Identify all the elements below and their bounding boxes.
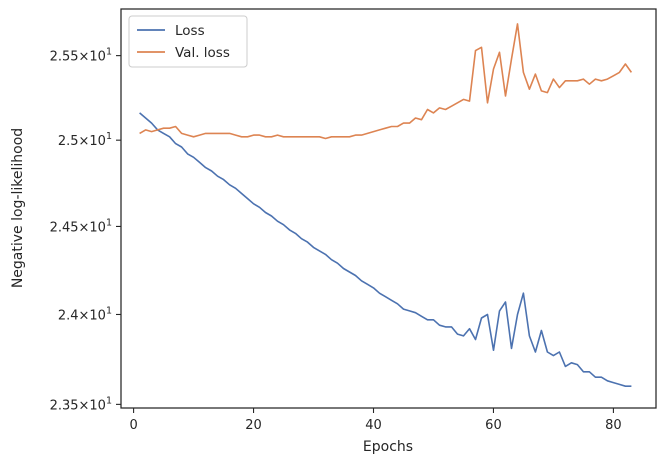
x-axis-label: Epochs <box>363 439 413 455</box>
legend-box <box>128 15 248 68</box>
legend-label-1: Val. loss <box>175 45 230 61</box>
y-axis: 2.35×101 2.4×101 2.45×101 2.5×101 2.55×101 <box>50 47 121 413</box>
legend-label-0: Loss <box>175 23 205 39</box>
x-tick-label: 40 <box>365 418 382 433</box>
series-layer <box>139 23 633 388</box>
x-tick-label: 80 <box>605 418 622 433</box>
y-tick-label: 2.4×101 <box>58 305 112 323</box>
plot-frame <box>120 8 657 409</box>
y-tick-label: 2.35×101 <box>50 395 112 413</box>
y-tick-label: 2.55×101 <box>50 47 112 65</box>
x-tick-label: 0 <box>129 418 137 433</box>
y-tick-label: 2.5×101 <box>58 131 112 149</box>
series-line-1 <box>139 23 633 140</box>
x-tick-label: 60 <box>485 418 502 433</box>
series-line-0 <box>139 112 632 388</box>
y-axis-label: Negative log-likelihood <box>10 128 26 288</box>
x-tick-label: 20 <box>245 418 262 433</box>
x-axis: 0 20 40 60 80 <box>129 408 622 433</box>
legend: Loss Val. loss <box>128 15 248 68</box>
y-tick-label: 2.45×101 <box>50 217 112 235</box>
